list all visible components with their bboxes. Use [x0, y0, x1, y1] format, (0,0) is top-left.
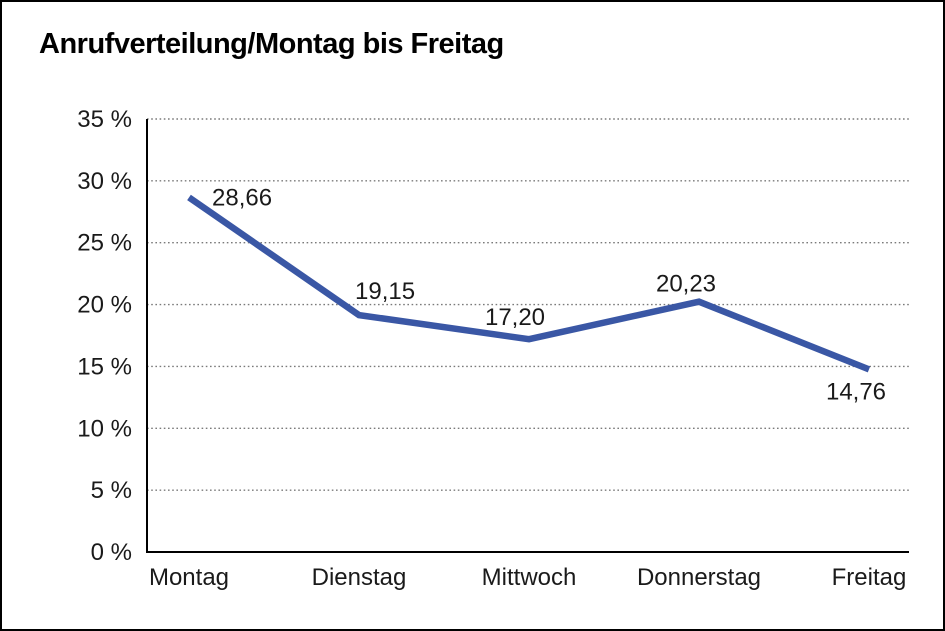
y-tick-label: 10 %	[77, 415, 132, 442]
data-point-label: 20,23	[656, 271, 716, 298]
x-category-label: Montag	[149, 564, 229, 591]
y-tick-label: 25 %	[77, 230, 132, 257]
data-point-label: 19,15	[355, 278, 415, 305]
chart-title: Anrufverteilung/Montag bis Freitag	[39, 28, 504, 60]
y-tick-label: 15 %	[77, 353, 132, 380]
x-category-label: Freitag	[832, 564, 907, 591]
y-tick-label: 35 %	[77, 106, 132, 133]
x-category-label: Dienstag	[312, 564, 407, 591]
data-point-label: 17,20	[485, 304, 545, 331]
data-point-label: 14,76	[826, 378, 886, 405]
x-category-label: Mittwoch	[482, 564, 577, 591]
data-point-label: 28,66	[212, 184, 272, 211]
y-tick-label: 0 %	[91, 539, 132, 566]
data-line	[187, 194, 871, 373]
x-category-label: Donnerstag	[637, 564, 761, 591]
y-tick-label: 30 %	[77, 168, 132, 195]
y-tick-label: 5 %	[91, 477, 132, 504]
y-tick-label: 20 %	[77, 292, 132, 319]
